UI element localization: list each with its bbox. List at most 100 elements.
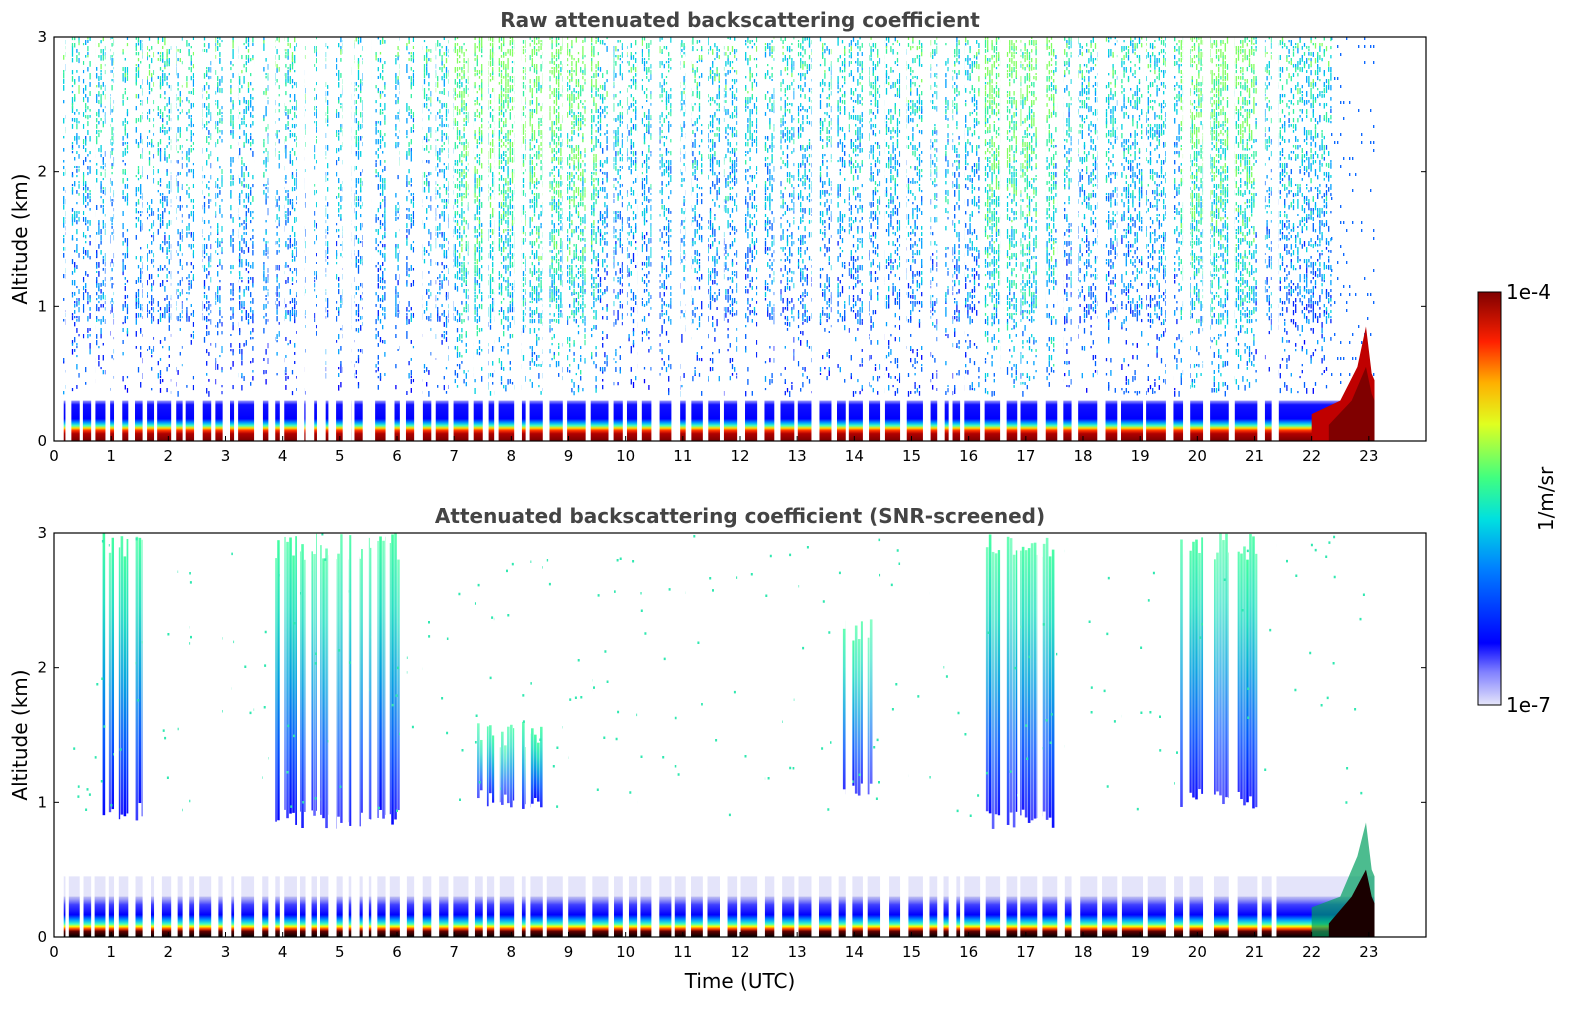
x-tick-label: 6 [392,943,402,961]
screened-signal-column [102,533,106,816]
raw-data-gap [154,37,158,441]
raw-data-gap [794,37,798,441]
raw-data-gap [1228,37,1235,441]
screened-data-gap [114,533,119,937]
screened-data-gap [371,533,378,937]
screened-signal-column [854,625,858,794]
screened-data-gap [154,533,162,937]
snr-screened-heatmap [63,533,1426,937]
raw-backscatter-ylabel: Altitude (km) [8,173,32,304]
screened-signal-column [1195,539,1198,800]
raw-no-data-region [1374,37,1426,441]
screened-data-gap [794,533,799,937]
y-tick-label: 2 [37,163,47,181]
screened-data-gap [719,533,728,937]
screened-signal-column [480,739,483,791]
x-tick-label: 12 [730,447,749,465]
screened-data-gap [1037,533,1043,937]
screened-signal-column [340,534,343,823]
screened-signal-column [991,551,995,829]
raw-data-gap [268,37,276,441]
x-tick-label: 14 [845,943,864,961]
x-tick-label: 21 [1245,447,1264,465]
raw-data-gap [1203,37,1207,441]
screened-data-gap [637,533,641,937]
screened-signal-column [397,559,400,811]
raw-data-gap [1183,37,1191,441]
x-tick-label: 17 [1016,943,1035,961]
raw-backscatter-title: Raw attenuated backscattering coefficien… [500,8,980,32]
raw-data-gap [737,37,746,441]
screened-data-gap [494,533,500,937]
y-tick-label: 0 [37,432,47,450]
raw-data-gap [1071,37,1079,441]
screened-signal-column [1030,543,1034,821]
raw-data-gap [922,37,931,441]
x-tick-label: 12 [730,943,749,961]
screened-signal-column [1237,551,1240,792]
x-tick-label: 2 [164,447,174,465]
screened-data-gap [671,533,675,937]
screened-data-gap [608,533,615,937]
x-tick-label: 23 [1359,447,1378,465]
screened-data-gap [757,533,765,937]
screened-signal-column [313,554,316,816]
screened-signal-column [349,535,352,826]
x-tick-label: 3 [221,943,231,961]
screened-signal-column [1198,552,1201,790]
screened-data-gap [585,533,593,937]
screened-signal-column [337,553,340,817]
raw-data-gap [431,37,436,441]
raw-data-gap [279,37,285,441]
x-tick-label: 0 [49,447,59,465]
screened-signal-column [507,726,510,804]
raw-data-gap [937,37,945,441]
raw-data-gap [105,37,111,441]
x-tick-label: 15 [902,943,921,961]
screened-signal-column [1246,559,1249,803]
screened-signal-column [1048,556,1052,818]
raw-data-gap [494,37,499,441]
raw-data-gap [542,37,550,441]
screened-signal-column [382,540,385,819]
colorbar-max-label: 1e-4 [1506,280,1551,304]
raw-data-gap [1271,37,1279,441]
x-tick-label: 20 [1188,943,1207,961]
screened-data-gap [431,533,440,937]
x-tick-label: 5 [335,943,345,961]
screened-data-gap [1165,533,1175,937]
x-tick-label: 21 [1245,943,1264,961]
screened-data-gap [562,533,569,937]
screened-data-gap [514,533,522,937]
raw-data-gap [482,37,489,441]
raw-data-gap [685,37,692,441]
screened-signal-column [310,551,313,811]
screened-signal-column [1249,534,1252,797]
screened-data-gap [702,533,708,937]
screened-signal-column [1021,546,1025,810]
x-tick-label: 6 [392,447,402,465]
screened-data-gap [105,533,109,937]
raw-data-gap [182,37,186,441]
screened-data-gap [1143,533,1148,937]
raw-data-gap [254,37,263,441]
raw-data-gap [222,37,230,441]
x-tick-label: 8 [507,447,517,465]
screened-signal-column [501,731,504,805]
screened-data-gap [362,533,369,937]
screened-signal-column [869,619,873,784]
x-tick-label: 13 [788,447,807,465]
screened-signal-column [319,545,322,815]
raw-data-gap [468,37,474,441]
x-tick-label: 16 [959,943,978,961]
screened-data-gap [182,533,190,937]
raw-data-gap [757,37,765,441]
raw-data-gap [1057,37,1064,441]
raw-data-gap [1117,37,1122,441]
screened-data-gap [651,533,660,937]
screened-data-gap [1117,533,1122,937]
snr-screened-title: Attenuated backscattering coefficient (S… [435,504,1045,528]
screened-signal-column [860,621,864,784]
screened-signal-column [842,628,846,790]
screened-signal-column [477,723,480,799]
